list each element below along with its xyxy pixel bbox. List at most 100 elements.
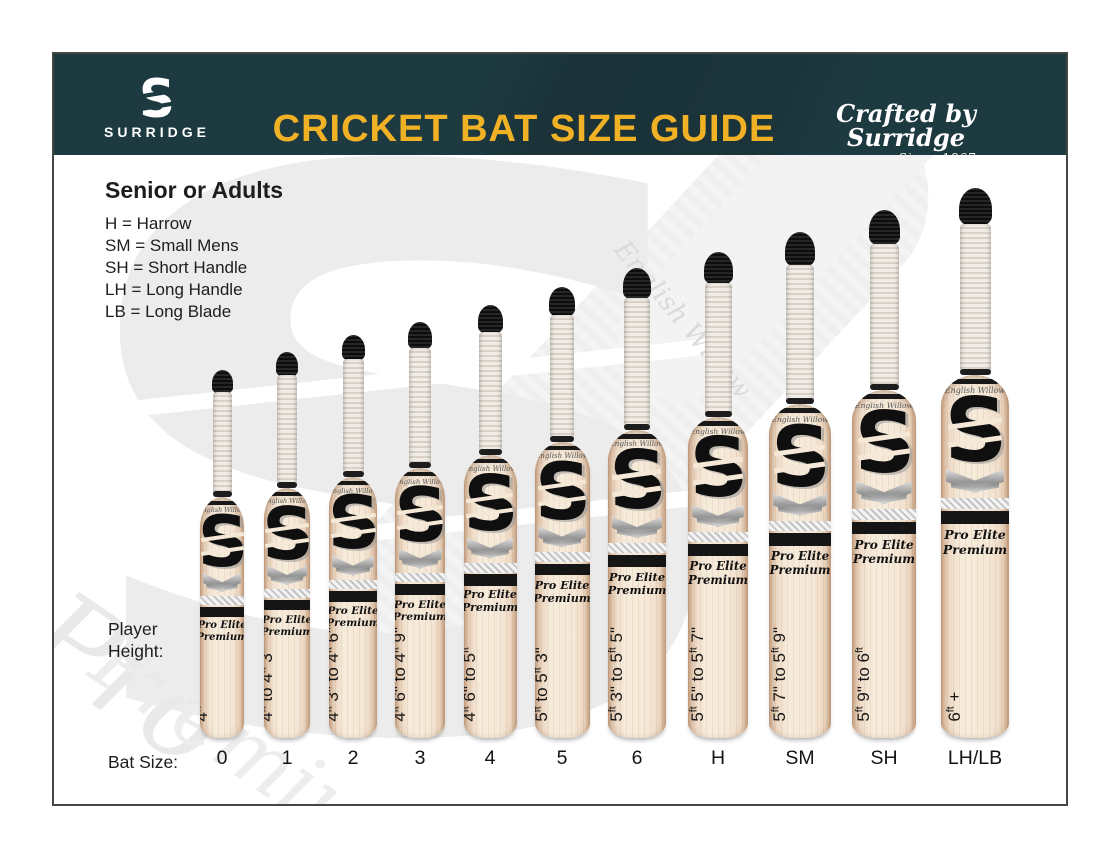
surridge-s-logo: S	[770, 407, 831, 506]
player-height-value: 4ft 6" to 4ft 9"	[395, 627, 409, 722]
brand-tagline: Crafted by Surridge Since 1867	[786, 99, 1026, 156]
bat-size-value: LH/LB	[947, 747, 1003, 769]
legend-item-long-handle: LH = Long Handle	[105, 280, 243, 299]
black-band	[608, 554, 666, 567]
player-height-value: 5ft 9" to 6ft	[853, 647, 873, 722]
bat-knob	[703, 252, 733, 285]
bat-size-value: SH	[870, 747, 898, 769]
brand-name: SURRIDGE	[104, 124, 210, 140]
bat-handle-grip	[624, 298, 650, 430]
player-height-value: 4ft to 4ft 3"	[264, 647, 276, 723]
legend-item-small-mens: SM = Small Mens	[105, 236, 239, 255]
bat-handle-grip	[959, 224, 991, 375]
checker-band	[852, 508, 916, 520]
legend-item-harrow: H = Harrow	[105, 214, 192, 233]
black-band	[200, 606, 244, 617]
bat-column-size-sh: English Willow S Pro Elite Premium 5ft 9"…	[852, 210, 916, 769]
checker-band	[395, 573, 445, 583]
player-height-value: 5ft 5" to 5ft 7"	[688, 627, 707, 722]
bat-knob	[623, 268, 651, 300]
logo-letter: S	[138, 68, 175, 130]
player-height-value: 5ft 7" to 5ft 9"	[769, 627, 789, 722]
bat-handle-grip	[704, 283, 732, 417]
bat-knob	[785, 232, 815, 267]
bat-column-size-sm: English Willow S Pro Elite Premium 5ft 7"…	[769, 232, 831, 769]
black-band	[769, 533, 831, 546]
bat-knob	[477, 305, 503, 334]
surridge-s-logo: S	[608, 434, 666, 529]
bat-column-size-6: English Willow S Pro Elite Premium 5ft 3"…	[608, 268, 666, 769]
surridge-s-logo: S	[463, 459, 517, 549]
chevron-icon	[856, 480, 912, 505]
checker-band	[463, 563, 517, 573]
bat-size-value: 3	[414, 747, 426, 769]
bat-blade: English Willow S Pro Elite Premium 5ft 9"…	[852, 390, 916, 738]
checker-band	[941, 497, 1009, 509]
bat-knob	[211, 370, 233, 394]
section-heading: Senior or Adults	[105, 177, 284, 203]
surridge-s-logo: S	[689, 421, 748, 517]
tagline-since: Since 1867	[786, 151, 1026, 155]
surridge-s-logo: S	[264, 491, 310, 576]
bat-handle-grip	[409, 348, 431, 468]
chevron-icon	[538, 526, 586, 548]
black-band	[395, 584, 445, 596]
surridge-s-logo: S	[854, 394, 915, 494]
abbreviation-legend: H = Harrow SM = Small Mens SH = Short Ha…	[105, 213, 247, 323]
chevron-icon	[945, 468, 1005, 493]
bat-size-row-label: Bat Size:	[108, 752, 179, 772]
surridge-s-logo: S	[534, 445, 590, 538]
bat-knob	[276, 352, 298, 377]
bat-knob	[868, 210, 900, 246]
bat-blade: English Willow S Pro Elite Premium 6ft +	[941, 375, 1009, 738]
bat-handle-grip	[869, 244, 899, 390]
checker-band	[688, 532, 748, 543]
chevron-icon	[692, 504, 744, 528]
checker-band	[329, 580, 377, 590]
bat-size-value: 6	[631, 747, 643, 769]
checker-band	[200, 596, 244, 605]
player-height-row-label: Player Height:	[108, 619, 164, 661]
bat-column-size-h: English Willow S Pro Elite Premium 5ft 5"…	[688, 252, 748, 769]
surridge-logo-icon: S	[139, 73, 175, 126]
bat-blade: English Willow S Pro Elite Premium 5ft 7"…	[769, 404, 831, 738]
black-band	[941, 510, 1009, 524]
tagline-script: Crafted by Surridge	[836, 99, 976, 152]
black-band	[264, 599, 310, 611]
bat-handle-grip	[212, 392, 232, 497]
bat-knob	[341, 335, 365, 361]
player-height-value: 6ft +	[944, 692, 964, 722]
surridge-s-logo: S	[200, 501, 244, 584]
player-height-value: 4ft 3" to 4ft 6"	[329, 627, 342, 722]
bat-size-value: 1	[281, 747, 293, 769]
page-title: CRICKET BAT SIZE GUIDE	[272, 108, 776, 150]
checker-band	[264, 589, 310, 599]
bat-blade: English Willow S Pro Elite Premium 5ft 3"…	[608, 430, 666, 738]
checker-band	[534, 552, 590, 562]
black-band	[329, 590, 377, 602]
bat-blade: English Willow S Pro Elite Premium 5ft 5"…	[688, 417, 748, 738]
brand-logo: S SURRIDGE	[102, 73, 212, 140]
chevron-icon	[398, 548, 442, 569]
player-height-value: 4ft	[200, 706, 211, 722]
bat-column-size-lh-lb: English Willow S Pro Elite Premium 6ft + …	[941, 188, 1009, 769]
bat-size-value: 0	[216, 747, 228, 769]
header: S SURRIDGE CRICKET BAT SIZE GUIDE Crafte…	[54, 54, 1066, 155]
bat-size-value: 2	[347, 747, 359, 769]
black-band	[534, 563, 590, 576]
